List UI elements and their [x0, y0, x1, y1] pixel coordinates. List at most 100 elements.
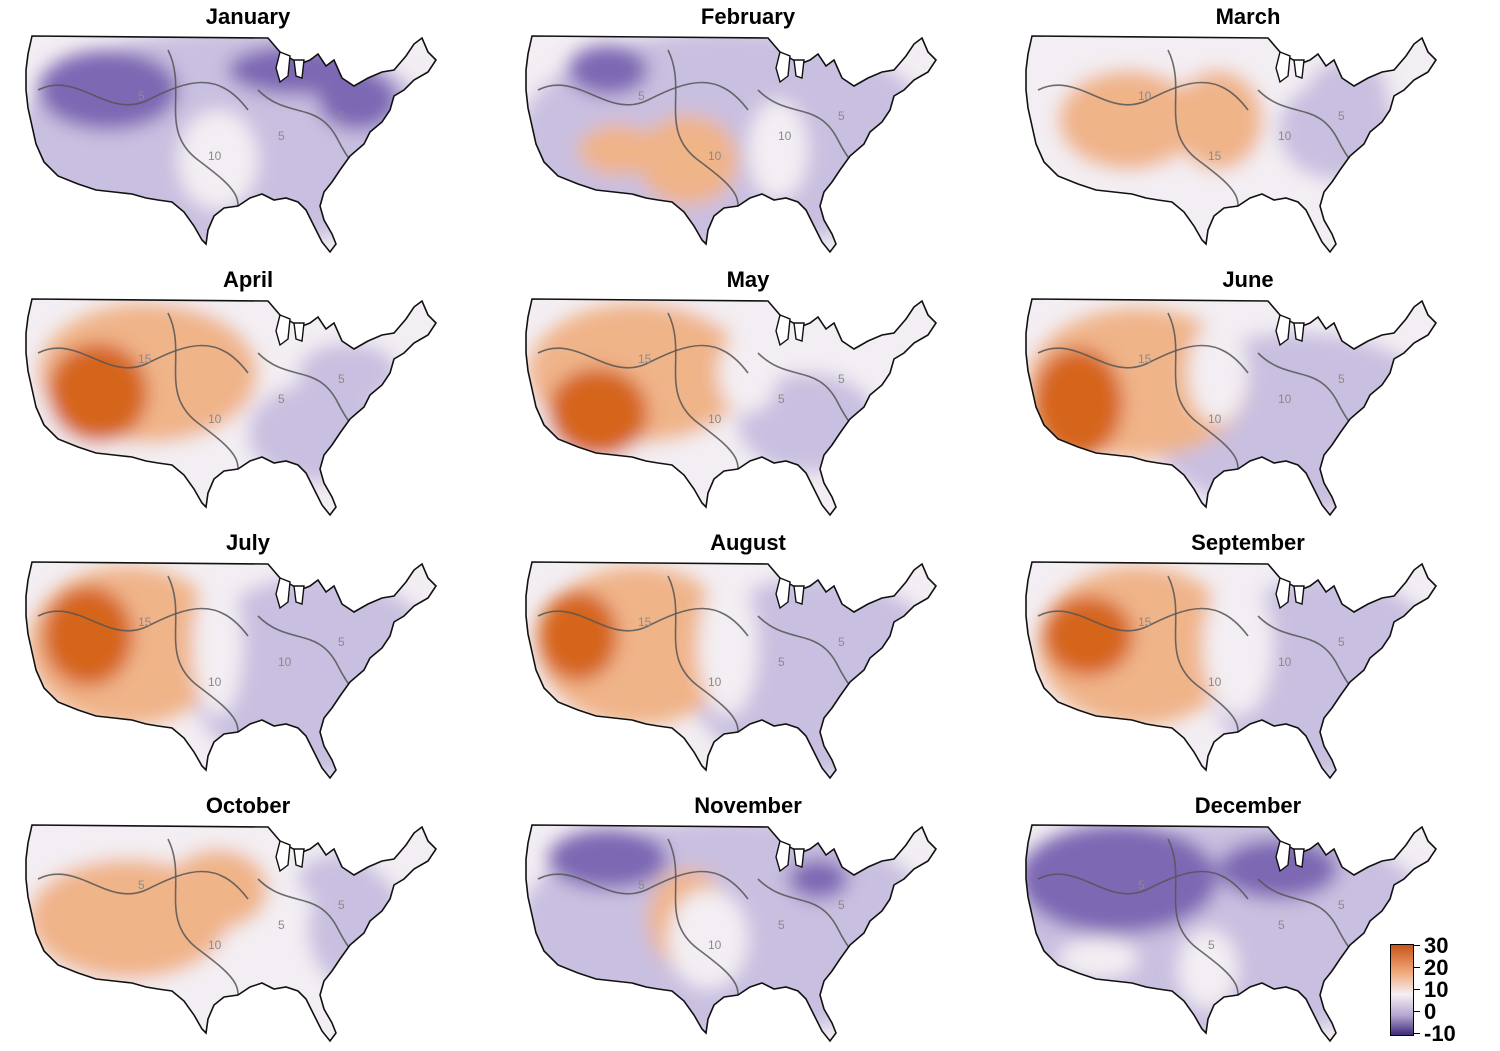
- us-map: 5 5 5 5: [1025, 824, 1438, 1043]
- us-boundary-outline: [525, 298, 938, 517]
- contour-line: [1037, 870, 1249, 900]
- contour-label: 10: [278, 655, 292, 669]
- contour-label: 15: [138, 352, 152, 366]
- legend-tick: [1414, 1011, 1420, 1012]
- contour-label: 10: [708, 675, 722, 689]
- contour-line: [1037, 344, 1249, 374]
- legend-tick: [1414, 1033, 1420, 1034]
- panel-title: October: [205, 793, 291, 818]
- contour-label: 10: [1138, 89, 1152, 103]
- anomaly-region: [578, 125, 658, 175]
- great-lakes: [775, 577, 805, 610]
- anomaly-region: [698, 576, 758, 716]
- anomaly-region: [1173, 70, 1263, 170]
- us-boundary-outline: [25, 35, 438, 254]
- anomaly-region: [548, 368, 648, 458]
- us-boundary-outline: [25, 298, 438, 517]
- anomaly-region: [1058, 939, 1138, 979]
- anomaly-region: [38, 50, 178, 130]
- contour-label: 5: [278, 392, 285, 406]
- us-map: 5 10 5 5: [25, 824, 438, 1043]
- contour-label: 5: [338, 635, 345, 649]
- anomaly-region: [568, 45, 648, 95]
- contour-label: 15: [1138, 352, 1152, 366]
- anomaly-region: [193, 576, 243, 716]
- contour-line: [37, 81, 249, 111]
- great-lakes: [275, 577, 305, 610]
- legend-label-30: 30: [1424, 933, 1449, 958]
- panel-title: June: [1222, 267, 1274, 292]
- anomaly-region: [178, 110, 258, 210]
- contour-label: 5: [138, 89, 145, 103]
- us-map: 10 15 10 5: [1025, 35, 1438, 254]
- legend-tick: [1414, 945, 1420, 946]
- contour-line: [37, 607, 249, 637]
- us-map: 5 10 10 5: [525, 35, 938, 254]
- contour-label: 5: [278, 129, 285, 143]
- us-boundary-outline: [525, 824, 938, 1043]
- contour-label: 5: [338, 898, 345, 912]
- contour-line: [37, 870, 249, 900]
- contour-line: [1037, 607, 1249, 637]
- contour-label: 5: [138, 878, 145, 892]
- contour-label: 10: [1278, 655, 1292, 669]
- anomaly-region: [1026, 825, 1218, 934]
- contour-label: 5: [1278, 918, 1285, 932]
- contour-label: 5: [1208, 938, 1215, 952]
- contour-label: 5: [778, 392, 785, 406]
- map-panel-december: December 5 5 5 5: [1018, 789, 1478, 1051]
- legend-label-20: 20: [1424, 955, 1449, 980]
- map-panel-january: January 5 10 5 5: [18, 0, 478, 262]
- contour-label: 5: [1338, 898, 1345, 912]
- anomaly-region: [1178, 929, 1238, 1009]
- anomaly-region: [1188, 323, 1248, 423]
- great-lakes: [1275, 314, 1305, 347]
- anomaly-region: [168, 849, 268, 929]
- us-boundary-outline: [1025, 561, 1438, 780]
- anomaly-region: [298, 854, 378, 904]
- contour-label: 5: [278, 918, 285, 932]
- contour-label: 10: [1278, 129, 1292, 143]
- map-panel-june: June 15 10 10 5: [1018, 263, 1478, 525]
- anomaly-region: [668, 889, 748, 989]
- map-panel-november: November 5 10 5 5: [518, 789, 978, 1051]
- anomaly-region: [298, 343, 398, 403]
- map-panel-april: April 15 10 5 5: [18, 263, 478, 525]
- anomaly-region: [43, 586, 133, 686]
- map-panel-march: March 10 15 10 5: [1018, 0, 1478, 262]
- legend-tick: [1414, 967, 1420, 968]
- contour-line: [537, 870, 749, 900]
- us-map: 15 10 5 5: [525, 561, 938, 780]
- contour-label: 5: [1338, 635, 1345, 649]
- map-panel-october: October 5 10 5 5: [18, 789, 478, 1051]
- contour-label: 10: [708, 149, 722, 163]
- map-panel-may: May 15 10 5 5: [518, 263, 978, 525]
- contour-label: 5: [638, 89, 645, 103]
- legend-label-10: 10: [1424, 977, 1449, 1002]
- contour-label: 5: [838, 372, 845, 386]
- contour-label: 5: [1138, 878, 1145, 892]
- contour-label: 10: [208, 938, 222, 952]
- panel-title: May: [726, 267, 770, 292]
- anomaly-region: [1043, 596, 1133, 676]
- contour-label: 10: [778, 129, 792, 143]
- anomaly-region: [1033, 348, 1123, 458]
- anomaly-region: [1308, 60, 1388, 120]
- contour-label: 15: [1138, 615, 1152, 629]
- map-panel-september: September 15 10 10 5: [1018, 526, 1478, 788]
- contour-label: 15: [638, 352, 652, 366]
- contour-line: [537, 344, 749, 374]
- contour-label: 10: [708, 412, 722, 426]
- panel-title: December: [1194, 793, 1302, 818]
- contour-label: 10: [1208, 675, 1222, 689]
- contour-label: 5: [638, 878, 645, 892]
- color-legend: 30 20 10 0 -10: [1384, 933, 1494, 1045]
- us-map: 15 10 10 5: [25, 561, 438, 780]
- anomaly-region: [538, 591, 618, 681]
- panel-title: January: [205, 4, 291, 29]
- contour-label: 5: [338, 109, 345, 123]
- contour-label: 5: [1338, 372, 1345, 386]
- us-map: 15 10 5 5: [25, 298, 438, 517]
- us-boundary-outline: [1025, 298, 1438, 517]
- contour-label: 5: [838, 898, 845, 912]
